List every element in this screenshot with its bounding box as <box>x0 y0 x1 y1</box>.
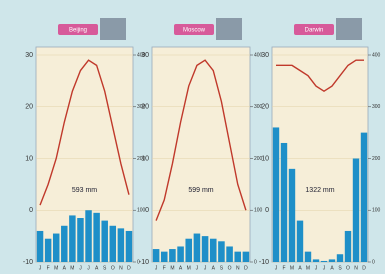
precip-bar <box>45 239 51 262</box>
x-tick-label: F <box>163 265 166 271</box>
y-tick-label: 20 <box>25 104 33 111</box>
x-tick-label: D <box>127 265 131 271</box>
precip-bar <box>329 259 335 262</box>
precip-bar <box>85 210 91 262</box>
y2-tick-label: 0 <box>254 259 257 265</box>
precip-bar <box>61 226 67 262</box>
x-tick-label: M <box>187 265 191 271</box>
y2-tick-label: 100 <box>254 208 263 214</box>
precip-bar <box>101 221 107 262</box>
x-tick-label: M <box>54 265 58 271</box>
annotation: 1322 mm <box>305 187 334 194</box>
panel-title: Moscow <box>183 28 206 34</box>
precip-bar <box>126 231 132 262</box>
annotation: 599 mm <box>188 187 213 194</box>
precip-bar <box>93 213 99 262</box>
y-tick-label: 30 <box>141 52 149 59</box>
y2-tick-label: 300 <box>372 104 381 110</box>
y-tick-label: 20 <box>261 104 269 111</box>
precip-bar <box>281 143 287 262</box>
precip-bar <box>202 236 209 262</box>
y-tick-label: 10 <box>261 155 269 162</box>
precip-bar <box>337 254 343 262</box>
precip-bar <box>297 221 303 262</box>
photo <box>100 18 126 40</box>
x-tick-label: O <box>111 265 115 271</box>
y2-tick-label: 0 <box>372 259 375 265</box>
precip-bar <box>69 215 75 262</box>
precip-bar <box>194 234 201 262</box>
x-tick-label: O <box>346 265 350 271</box>
x-tick-label: N <box>236 265 240 271</box>
y-tick-label: 0 <box>145 207 149 214</box>
page: Beijing-1001020300100200300400JFMAMJJASO… <box>0 0 385 274</box>
x-tick-label: F <box>47 265 50 271</box>
x-tick-label: M <box>306 265 310 271</box>
y-tick-label: 10 <box>141 155 149 162</box>
x-tick-label: D <box>244 265 248 271</box>
precip-bar <box>305 252 311 262</box>
x-tick-label: O <box>228 265 232 271</box>
y-tick-label: -10 <box>139 259 149 266</box>
precip-bar <box>321 261 327 262</box>
precip-bar <box>218 241 225 262</box>
precip-bar <box>361 133 367 262</box>
y-tick-label: -10 <box>23 259 33 266</box>
precip-bar <box>353 159 359 263</box>
x-tick-label: N <box>354 265 358 271</box>
y-tick-label: -10 <box>259 259 269 266</box>
y2-tick-label: 400 <box>372 52 381 58</box>
precip-bar <box>110 226 116 262</box>
precip-bar <box>273 127 279 262</box>
y-tick-label: 30 <box>25 52 33 59</box>
x-tick-label: F <box>282 265 285 271</box>
precip-bar <box>118 228 124 262</box>
y-tick-label: 30 <box>261 52 269 59</box>
y2-tick-label: 200 <box>372 156 381 162</box>
chart: Beijing-1001020300100200300400JFMAMJJASO… <box>0 0 385 274</box>
precip-bar <box>289 169 295 262</box>
precip-bar <box>37 231 43 262</box>
precip-bar <box>243 252 250 262</box>
y-tick-label: 10 <box>25 155 33 162</box>
precip-bar <box>177 246 184 262</box>
x-tick-label: M <box>70 265 74 271</box>
x-tick-label: D <box>362 265 366 271</box>
y2-tick-label: 100 <box>372 208 381 214</box>
precip-bar <box>345 231 351 262</box>
photo <box>216 18 242 40</box>
plot-area <box>152 47 250 262</box>
x-tick-label: M <box>290 265 294 271</box>
precip-bar <box>226 246 233 262</box>
precip-bar <box>53 234 59 262</box>
annotation: 593 mm <box>72 187 97 194</box>
precip-bar <box>169 249 176 262</box>
x-tick-label: M <box>170 265 174 271</box>
panel-title: Darwin <box>305 28 324 34</box>
precip-bar <box>313 259 319 262</box>
photo <box>336 18 362 40</box>
y-tick-label: 0 <box>265 207 269 214</box>
precip-bar <box>234 252 241 262</box>
precip-bar <box>153 249 160 262</box>
x-tick-label: N <box>119 265 123 271</box>
y-tick-label: 20 <box>141 104 149 111</box>
precip-bar <box>185 239 192 262</box>
precip-bar <box>161 252 168 262</box>
precip-bar <box>77 218 83 262</box>
precip-bar <box>210 239 217 262</box>
panel-title: Beijing <box>69 28 87 34</box>
y-tick-label: 0 <box>29 207 33 214</box>
